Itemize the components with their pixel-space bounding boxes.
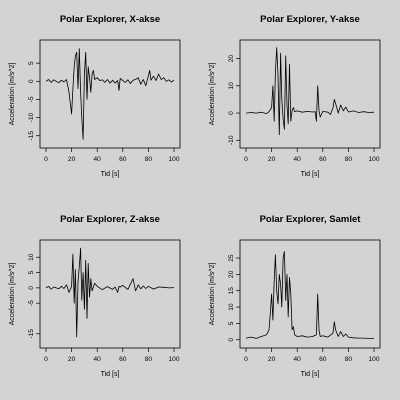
y-tick-label: 5 [228,321,235,325]
x-tick-label: 100 [168,356,179,363]
y-tick-label: -15 [28,329,35,339]
x-tick-label: 20 [268,356,276,363]
y-tick-label: -10 [28,112,35,122]
x-tick-label: 80 [145,356,153,363]
plot-frame [39,39,181,149]
x-tick-label: 0 [44,356,48,363]
x-tick-label: 60 [119,356,127,363]
y-axis-label: Acceleration [m/s^2] [209,263,216,326]
chart-title: Polar Explorer, X-akse [60,14,160,25]
series-line [45,247,175,338]
x-tick-label: 100 [368,356,379,363]
x-axis-label: Tid [s] [301,171,320,178]
y-axis-label: Acceleration [m/s^2] [9,263,16,326]
x-tick-label: 100 [168,156,179,163]
x-tick-label: 0 [44,156,48,163]
y-tick-label: -5 [28,96,35,102]
x-tick-label: 100 [368,156,379,163]
plot-frame [39,239,181,349]
y-tick-label: 20 [228,270,235,278]
x-axis-label: Tid [s] [101,171,120,178]
chart-panel-2: Polar Explorer, Y-akse 0 20 40 60 80 100 -10 0 10… [209,14,381,178]
x-tick-label: 80 [345,356,353,363]
chart-panel-4: Polar Explorer, Samlet 0 20 40 60 80 100 0 5 10 15… [209,214,381,378]
y-tick-label: -10 [228,135,235,145]
y-tick-label: -5 [28,300,35,306]
y-axis-label: Acceleration [m/s^2] [9,63,16,126]
x-tick-label: 20 [68,356,76,363]
x-tick-label: 60 [119,156,127,163]
x-tick-label: 80 [145,156,153,163]
chart-title: Polar Explorer, Y-akse [260,14,360,25]
series-line [245,47,375,136]
chart-panel-1: Polar Explorer, X-akse 0 20 40 60 80 100 -15 -10… [9,14,181,178]
chart-panel-3: Polar Explorer, Z-akse 0 20 40 60 80 100 -15 -5 0… [9,214,181,378]
x-axis-label: Tid [s] [301,371,320,378]
x-axis-label: Tid [s] [101,371,120,378]
y-tick-label: 15 [228,287,235,295]
y-tick-label: 0 [28,286,35,290]
y-tick-label: 0 [228,338,235,342]
plot-frame [239,39,381,149]
y-tick-label: 5 [28,61,35,65]
chart-title: Polar Explorer, Samlet [260,214,362,225]
y-tick-label: -15 [28,131,35,141]
x-tick-label: 60 [319,356,327,363]
series-line [245,251,374,339]
y-tick-label: 20 [228,55,235,63]
x-tick-label: 20 [68,156,76,163]
x-tick-label: 40 [94,356,102,363]
x-tick-label: 40 [94,156,102,163]
x-tick-label: 80 [345,156,353,163]
x-tick-label: 20 [268,156,276,163]
x-tick-label: 60 [319,156,327,163]
y-tick-label: 10 [228,82,235,90]
chart-title: Polar Explorer, Z-akse [60,214,160,225]
y-tick-label: 10 [28,253,35,261]
y-tick-label: 5 [28,270,35,274]
x-tick-label: 40 [294,356,302,363]
y-tick-label: 10 [228,303,235,311]
plot-frame [239,239,381,349]
y-tick-label: 0 [28,79,35,83]
x-tick-label: 0 [244,356,248,363]
series-line [45,48,175,140]
y-tick-label: 0 [228,111,235,115]
x-tick-label: 40 [294,156,302,163]
y-axis-label: Acceleration [m/s^2] [209,63,216,126]
y-tick-label: 25 [228,254,235,262]
x-tick-label: 0 [244,156,248,163]
